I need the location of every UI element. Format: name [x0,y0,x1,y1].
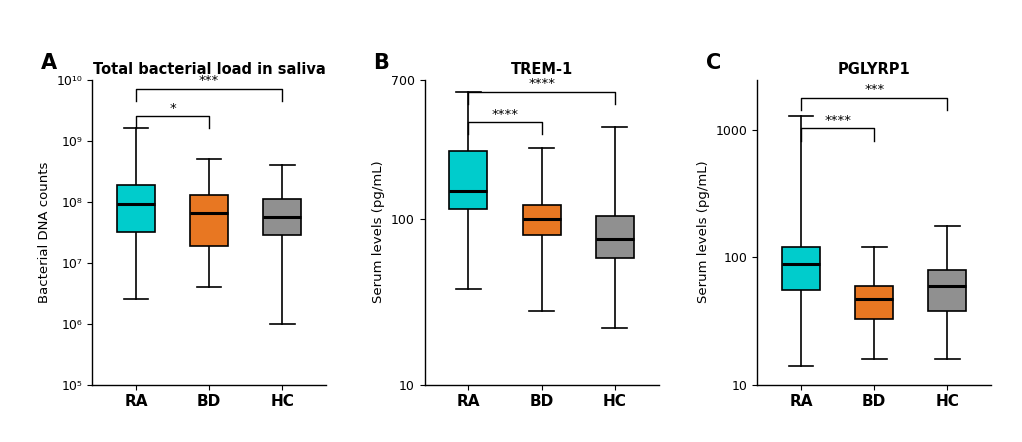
Text: ****: **** [528,77,555,90]
Y-axis label: Serum levels (pg/mL): Serum levels (pg/mL) [372,161,385,303]
Bar [522,205,561,235]
Y-axis label: Bacterial DNA counts: Bacterial DNA counts [38,161,51,303]
Bar [450,151,487,209]
Bar [596,216,634,259]
Title: PGLYRP1: PGLYRP1 [838,62,911,77]
Bar [855,286,893,319]
Bar [264,199,301,235]
Bar [928,270,967,311]
Text: ***: *** [199,74,219,87]
Title: Total bacterial load in saliva: Total bacterial load in saliva [93,62,325,77]
Bar [190,194,228,246]
Text: ***: *** [865,84,884,96]
Bar [782,247,820,290]
Bar [117,185,155,232]
Text: ****: **** [824,114,851,127]
Text: C: C [705,53,721,73]
Text: ****: **** [492,108,518,121]
Text: B: B [373,53,389,73]
Text: *: * [169,102,176,114]
Y-axis label: Serum levels (pg/mL): Serum levels (pg/mL) [697,161,710,303]
Title: TREM-1: TREM-1 [511,62,572,77]
Text: A: A [41,53,56,73]
